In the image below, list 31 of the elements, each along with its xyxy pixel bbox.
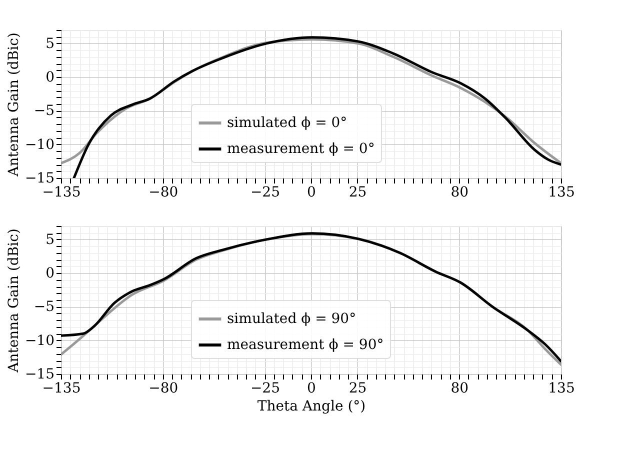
y-tick-label: 0 xyxy=(46,70,54,86)
x-tick-label: 135 xyxy=(548,380,575,396)
x-tick-label: 25 xyxy=(348,184,367,200)
y-tick-label: 5 xyxy=(46,232,54,248)
legend-label: measurement ϕ = 90° xyxy=(227,337,384,353)
y-tick-label: −15 xyxy=(24,170,54,186)
x-tick-label: 80 xyxy=(450,380,469,396)
y-tick-label: −5 xyxy=(34,299,54,316)
x-tick-label: 135 xyxy=(548,184,575,200)
legend-label: simulated ϕ = 90° xyxy=(227,311,356,327)
y-tick-label: −5 xyxy=(34,103,54,120)
x-tick-label: 0 xyxy=(307,380,316,396)
y-axis-title: Antenna Gain (dBic) xyxy=(6,228,22,374)
legend-label: measurement ϕ = 0° xyxy=(227,141,375,157)
x-tick-label: −80 xyxy=(148,380,178,396)
x-tick-label: 0 xyxy=(307,184,316,200)
x-tick-label: −25 xyxy=(250,380,280,396)
legend-label: simulated ϕ = 0° xyxy=(227,115,348,131)
x-tick-label: −135 xyxy=(42,184,81,200)
x-axis-title: Theta Angle (°) xyxy=(257,398,366,414)
x-tick-label: 80 xyxy=(450,184,469,200)
y-tick-label: 0 xyxy=(46,266,54,282)
x-tick-label: −25 xyxy=(250,184,280,200)
x-tick-label: 25 xyxy=(348,380,367,396)
y-tick-label: −10 xyxy=(24,332,54,349)
x-tick-label: −80 xyxy=(148,184,178,200)
y-tick-label: −15 xyxy=(24,366,54,382)
x-tick-label: −135 xyxy=(42,380,81,396)
y-axis-title: Antenna Gain (dBic) xyxy=(6,32,22,178)
y-tick-label: −10 xyxy=(24,136,54,153)
y-tick-label: 5 xyxy=(46,36,54,52)
